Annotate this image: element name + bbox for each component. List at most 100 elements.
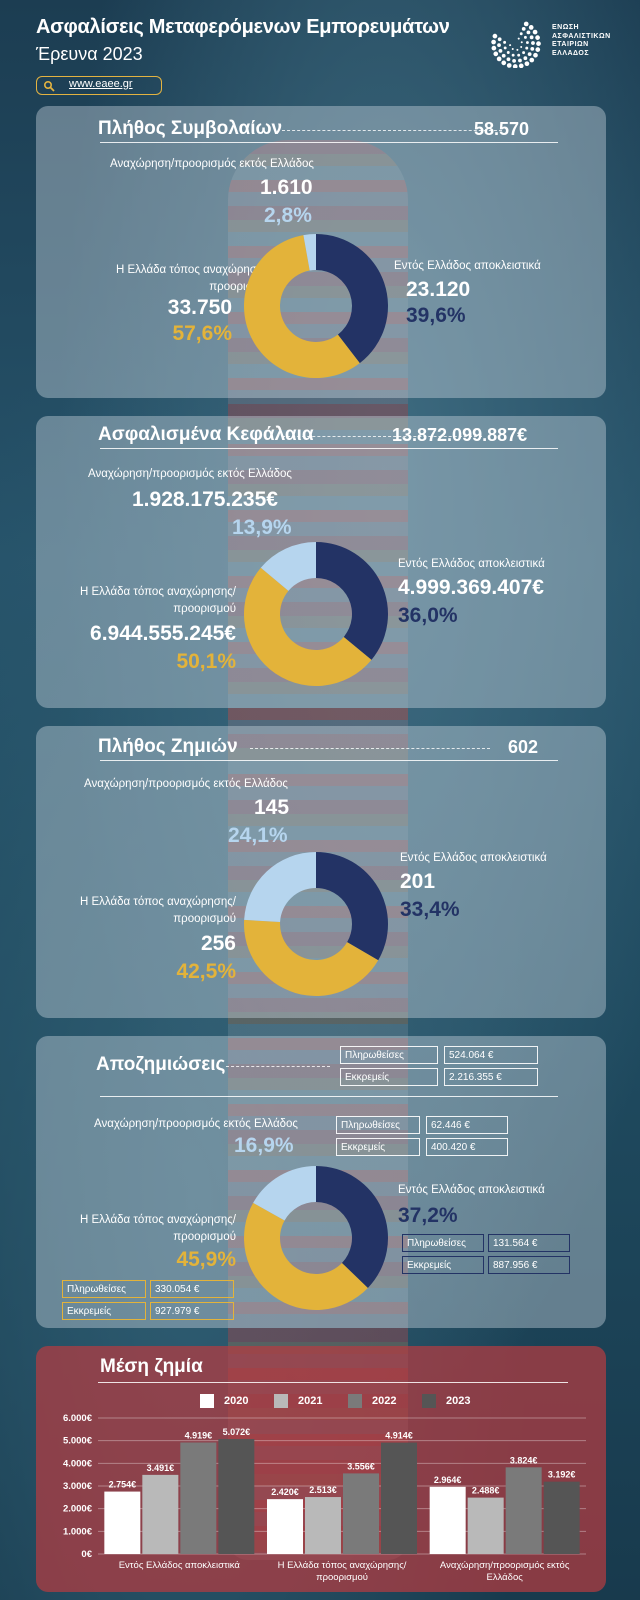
logo-dot	[498, 48, 503, 53]
logo-dot	[509, 44, 512, 47]
logo-dot	[493, 51, 499, 57]
logo-dot	[527, 52, 532, 57]
label-abroad: Αναχώρηση/προορισμός εκτός Ελλάδος	[84, 778, 288, 790]
percent-abroad: 16,9%	[234, 1134, 294, 1157]
logo-dot	[524, 61, 530, 67]
bar-value-label: 3.192€	[548, 1470, 576, 1480]
logo-dot	[503, 40, 507, 44]
logo-dot	[536, 41, 541, 46]
abroad-paid-label: Πληρωθείσες	[336, 1116, 420, 1134]
label-abroad: Αναχώρηση/προορισμός εκτός Ελλάδος	[94, 1118, 298, 1130]
page-subtitle: Έρευνα 2023	[36, 44, 143, 64]
logo-dot	[506, 51, 510, 54]
logo-line-4: ΕΛΛΑΔΟΣ	[552, 49, 590, 57]
logo-dot	[523, 21, 529, 27]
value-domestic: 4.999.369.407€	[398, 576, 544, 599]
title-divider	[250, 748, 490, 749]
percent-domestic: 39,6%	[406, 304, 466, 327]
logo-dot	[533, 52, 538, 58]
value-abroad: 1.928.175.235€	[132, 488, 278, 511]
logo-dot	[535, 47, 541, 52]
panel-total: 58.570	[474, 119, 530, 139]
greece-pending-value: 927.979 €	[150, 1302, 234, 1320]
logo-dot	[517, 37, 520, 40]
logo-dot	[525, 41, 529, 45]
logo-dot	[518, 63, 524, 69]
label-abroad: Αναχώρηση/προορισμός εκτός Ελλάδος	[110, 158, 314, 170]
abroad-paid-value: 62.446 €	[426, 1116, 508, 1134]
logo-line-3: ΕΤΑΙΡΙΩΝ	[552, 41, 589, 48]
logo-line-1: ΕΝΩΣΗ	[552, 24, 580, 31]
donut-chart	[244, 1166, 388, 1310]
title-underline	[100, 1096, 558, 1097]
logo-dot	[523, 35, 527, 39]
label-domestic: Εντός Ελλάδος αποκλειστικά	[398, 1184, 545, 1196]
y-tick-label: 6.000€	[63, 1413, 93, 1424]
bar-value-label: 3.824€	[510, 1455, 538, 1465]
y-tick-label: 3.000€	[63, 1481, 93, 1492]
bar-2022	[180, 1442, 217, 1554]
legend-label-2022: 2022	[372, 1395, 397, 1407]
panel-title: Ασφαλισμένα Κεφάλαια	[98, 424, 314, 445]
label-greece-origin: Η Ελλάδα τόπος αναχώρησης/προορισμού	[80, 586, 236, 615]
panel-insured-capital: Ασφαλισμένα Κεφάλαια 13.872.099.887€ Ανα…	[36, 416, 606, 708]
percent-greece-origin: 45,9%	[176, 1248, 236, 1271]
title-underline	[100, 142, 558, 143]
total-paid-value: 524.064 €	[444, 1046, 538, 1064]
logo-dot	[517, 53, 521, 57]
panel-title: Μέση ζημία	[100, 1356, 203, 1377]
title-underline	[100, 448, 558, 449]
logo-dot	[511, 53, 515, 57]
logo-dot	[519, 32, 523, 36]
y-tick-label: 0€	[81, 1549, 92, 1560]
logo-dot	[529, 57, 535, 63]
logo-dot	[518, 58, 522, 63]
logo-dot	[528, 25, 534, 30]
logo-line-2: ΑΣΦΑΛΙΣΤΙΚΩΝ	[552, 32, 611, 40]
website-link[interactable]: www.eaee.gr	[36, 76, 162, 95]
panel-total: 13.872.099.887€	[392, 425, 528, 445]
logo-dot	[506, 63, 512, 68]
panel-average-claim: Μέση ζημία 2020 2021 2022 2023 0€ 1.000€ 2…	[36, 1346, 606, 1592]
title-divider	[226, 1066, 330, 1067]
bar-2020	[104, 1491, 141, 1554]
panel-title: Πλήθος Ζημιών	[98, 736, 238, 757]
search-icon	[43, 80, 55, 92]
percent-domestic: 36,0%	[398, 604, 458, 627]
logo-dot	[529, 35, 534, 40]
legend-label-2023: 2023	[446, 1395, 471, 1407]
percent-greece-origin: 57,6%	[172, 322, 232, 345]
panel-total: 602	[508, 737, 539, 757]
bar-2021	[142, 1474, 179, 1554]
domestic-pending-value: 887.956 €	[488, 1256, 570, 1274]
slice-abroad	[244, 852, 316, 922]
percent-greece-origin: 50,1%	[176, 650, 236, 673]
logo-dot	[497, 43, 501, 48]
slice-domestic	[316, 852, 388, 961]
bar-chart: 0€ 1.000€ 2.000€ 3.000€ 4.000€ 5.000€ 6.000€ 2.…	[63, 1413, 586, 1583]
panel-compensations: Αποζημιώσεις Πληρωθείσες 524.064 € Εκκρε…	[36, 1036, 606, 1328]
donut-chart	[244, 234, 389, 378]
bar-2021	[467, 1497, 504, 1554]
logo-dots-icon	[491, 21, 541, 69]
slice-domestic	[316, 1166, 388, 1288]
logo-dot	[522, 51, 526, 55]
percent-domestic: 37,2%	[398, 1204, 458, 1227]
bar-2023	[381, 1442, 417, 1554]
website-url[interactable]: www.eaee.gr	[69, 78, 133, 90]
logo-dot	[511, 48, 514, 51]
domestic-pending-label: Εκκρεμείς	[402, 1256, 484, 1274]
logo-dot	[523, 56, 528, 61]
value-abroad: 145	[254, 796, 290, 819]
logo-dot	[492, 33, 498, 39]
bar-2020	[267, 1499, 303, 1554]
panel-claims-count: Πλήθος Ζημιών 602 Αναχώρηση/προορισμός ε…	[36, 726, 606, 1018]
label-domestic: Εντός Ελλάδος αποκλειστικά	[400, 852, 547, 864]
x-category-label: Η Ελλάδα τόπος αναχώρησης/προορισμού	[278, 1560, 407, 1583]
logo: ΕΝΩΣΗ ΑΣΦΑΛΙΣΤΙΚΩΝ ΕΤΑΙΡΙΩΝ ΕΛΛΑΔΟΣ	[484, 18, 624, 69]
label-greece-origin: Η Ελλάδα τόπος αναχώρησης/προορισμού	[80, 896, 236, 925]
y-tick-label: 2.000€	[63, 1504, 93, 1515]
slice-greece-origin	[244, 919, 379, 996]
legend-label-2020: 2020	[224, 1395, 249, 1407]
slice-abroad	[303, 234, 316, 271]
